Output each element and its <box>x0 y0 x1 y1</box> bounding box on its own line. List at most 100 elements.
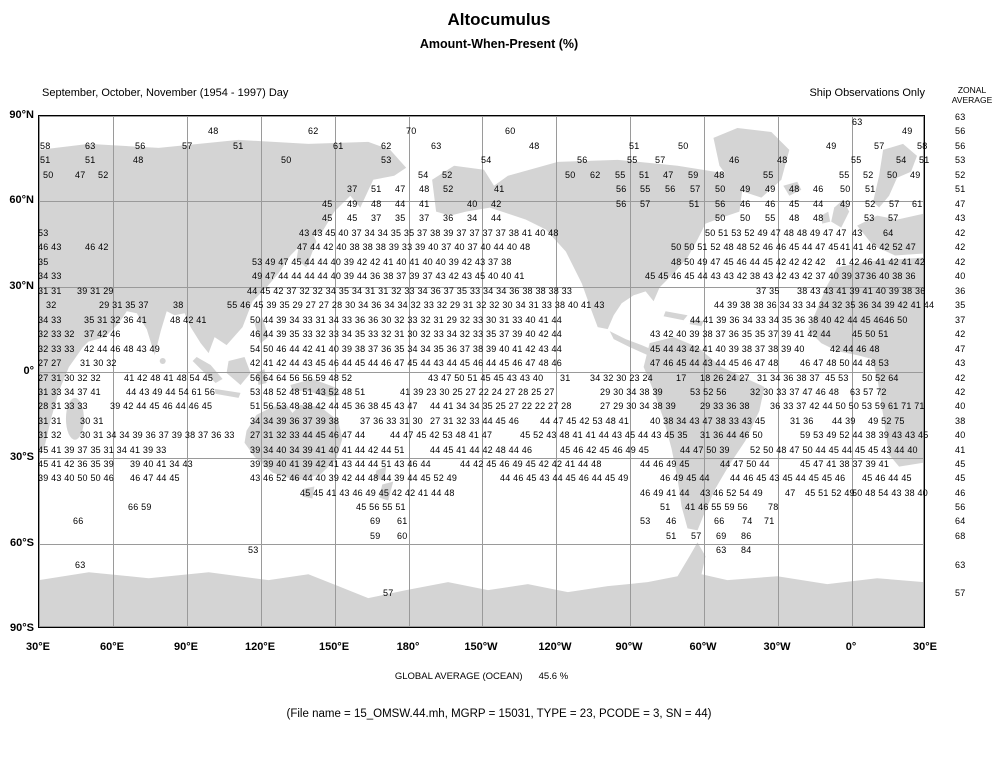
map-value-segment: 49 47 44 44 44 44 40 39 44 36 38 37 39 3… <box>252 271 525 281</box>
map-value-segment: 47 <box>663 170 674 180</box>
map-value-segment: 50 <box>715 184 726 194</box>
map-value-segment: 45 <box>322 213 333 223</box>
map-value-segment: 51 <box>233 141 244 151</box>
map-value-segment: 46 <box>740 199 751 209</box>
map-value-segment: 18 26 24 27 <box>700 373 750 383</box>
map-value-segment: 45 50 51 <box>852 329 889 339</box>
map-value-segment: 53 48 52 48 51 43 52 48 51 <box>250 387 366 397</box>
map-value-segment: 46 50 <box>884 315 908 325</box>
map-value-segment: 55 <box>765 213 776 223</box>
map-value-segment: 61 <box>333 141 344 151</box>
map-value-segment: 49 <box>347 199 358 209</box>
map-value-segment: 51 <box>371 184 382 194</box>
map-value-segment: 53 <box>864 213 875 223</box>
map-value-segment: 52 <box>865 199 876 209</box>
map-value-segment: 47 <box>785 488 796 498</box>
map-value-segment: 44 41 34 34 35 25 27 22 22 27 28 <box>430 401 572 411</box>
map-value-segment: 41 46 55 59 56 <box>685 502 748 512</box>
map-value-segment: 40 <box>467 199 478 209</box>
australia-landmass <box>244 404 343 481</box>
map-value-segment: 44 <box>395 199 406 209</box>
map-value-segment: 57 <box>690 184 701 194</box>
grid-line-vertical <box>113 116 114 627</box>
map-value-segment: 56 <box>616 184 627 194</box>
map-value-segment: 45 <box>789 199 800 209</box>
north-america-landmass <box>432 159 744 330</box>
map-value-segment: 52 <box>98 170 109 180</box>
map-value-segment: 86 <box>741 531 752 541</box>
longitude-label: 60°W <box>689 641 717 653</box>
map-value-segment: 41 41 46 42 52 47 <box>840 242 916 252</box>
zonal-average-value: 63 <box>955 560 966 570</box>
map-value-segment: 42 44 46 48 43 49 <box>84 344 160 354</box>
ireland-landmass <box>821 211 831 224</box>
map-value-segment: 48 <box>813 213 824 223</box>
map-value-segment: 55 46 45 39 35 29 27 27 28 30 34 36 34 3… <box>227 300 605 310</box>
map-value-segment: 48 42 41 <box>170 315 207 325</box>
map-value-segment: 60 <box>505 126 516 136</box>
map-value-segment: 57 <box>640 199 651 209</box>
grid-line-horizontal <box>39 116 924 117</box>
map-value-segment: 48 <box>419 184 430 194</box>
map-value-segment: 45 44 43 42 41 40 39 38 37 38 39 40 <box>650 344 805 354</box>
map-value-segment: 49 52 75 <box>868 416 905 426</box>
grid-line-horizontal <box>39 287 924 288</box>
map-value-segment: 43 <box>852 228 863 238</box>
map-value-segment: 50 <box>43 170 54 180</box>
map-value-segment: 44 47 50 39 <box>680 445 730 455</box>
zonal-average-value: 40 <box>955 401 966 411</box>
map-value-segment: 46 43 <box>38 242 62 252</box>
zonal-average-value: 52 <box>955 170 966 180</box>
longitude-label: 60°E <box>100 641 124 653</box>
map-value-segment: 63 <box>716 545 727 555</box>
map-value-segment: 34 34 39 36 37 39 38 <box>250 416 340 426</box>
map-value-segment: 48 <box>133 155 144 165</box>
map-value-segment: 48 <box>789 213 800 223</box>
south-america-landmass <box>643 337 765 531</box>
zonal-average-value: 56 <box>955 502 966 512</box>
map-value-segment: 55 <box>851 155 862 165</box>
map-value-segment: 63 <box>852 117 863 127</box>
map-value-segment: 62 <box>381 141 392 151</box>
map-value-segment: 34 <box>467 213 478 223</box>
map-value-segment: 45 56 55 51 <box>356 502 406 512</box>
map-value-segment: 50 51 53 52 49 47 48 48 49 47 47 <box>705 228 847 238</box>
map-value-segment: 37 <box>419 213 430 223</box>
map-value-segment: 41 <box>419 199 430 209</box>
latitude-label: 90°S <box>10 622 34 634</box>
grid-line-vertical <box>335 116 336 627</box>
map-value-segment: 44 39 38 38 36 34 33 34 34 32 35 36 34 3… <box>714 300 935 310</box>
map-value-segment: 36 40 38 36 <box>866 271 916 281</box>
map-value-segment: 41 42 48 41 48 54 45 <box>124 373 214 383</box>
map-value-segment: 63 <box>75 560 86 570</box>
map-value-segment: 48 <box>714 170 725 180</box>
page-subtitle: Amount-When-Present (%) <box>419 37 579 51</box>
map-value-segment: 52 50 48 47 50 44 45 44 45 45 43 44 40 <box>750 445 918 455</box>
map-value-segment: 29 33 36 38 <box>700 401 750 411</box>
map-value-segment: 17 <box>676 373 687 383</box>
map-value-segment: 49 <box>840 199 851 209</box>
global-average-label: GLOBAL AVERAGE (OCEAN) <box>394 671 523 682</box>
map-value-segment: 55 <box>615 170 626 180</box>
map-value-segment: 31 36 <box>790 416 814 426</box>
latitude-label: 60°N <box>9 194 34 206</box>
map-value-segment: 32 30 33 37 47 46 48 <box>750 387 840 397</box>
zonal-average-value: 41 <box>955 445 966 455</box>
file-info-line: (File name = 15_OMSW.44.mh, MGRP = 15031… <box>286 708 712 720</box>
hispaniola-landmass <box>689 319 704 327</box>
map-value-segment: 27 29 30 34 38 39 <box>600 401 676 411</box>
map-value-segment: 44 42 45 46 49 45 42 42 41 44 48 <box>460 459 602 469</box>
map-value-segment: 35 <box>395 213 406 223</box>
longitude-label: 30°E <box>913 641 937 653</box>
map-value-segment: 51 <box>865 184 876 194</box>
map-value-segment: 50 50 51 52 48 48 52 46 46 45 44 47 45 <box>671 242 839 252</box>
map-value-segment: 32 <box>46 300 57 310</box>
zonal-average-value: 40 <box>955 430 966 440</box>
map-value-segment: 84 <box>741 545 752 555</box>
map-value-segment: 61 <box>912 199 923 209</box>
map-value-segment: 53 49 47 45 44 44 40 39 42 42 41 40 41 4… <box>252 257 512 267</box>
map-value-segment: 66 59 <box>128 502 152 512</box>
map-value-segment: 57 <box>383 588 394 598</box>
map-value-segment: 53 <box>381 155 392 165</box>
map-value-segment: 50 52 64 <box>862 373 899 383</box>
